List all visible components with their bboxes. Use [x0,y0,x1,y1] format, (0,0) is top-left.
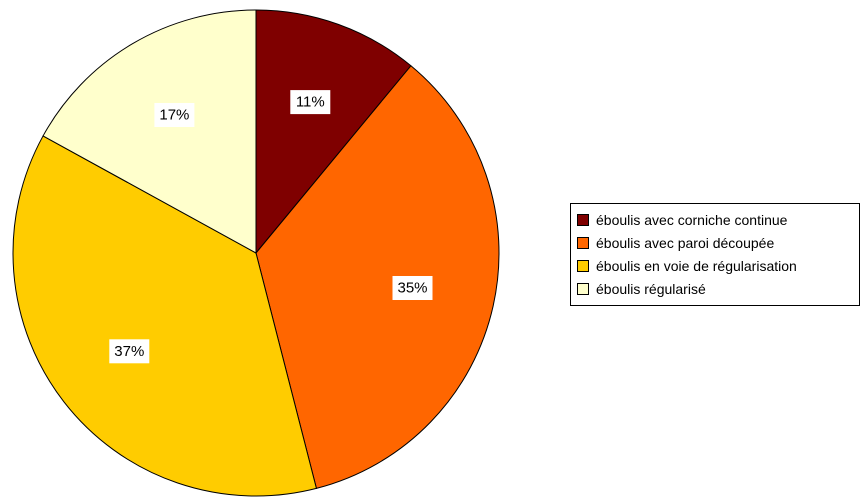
data-label-text: 17% [159,107,189,124]
pie-slice [42,9,257,254]
data-label: 11% [290,90,331,115]
legend-item: éboulis avec corniche continue [577,208,859,231]
data-label-text: 11% [296,94,325,111]
legend-swatch [577,213,589,226]
pie-slices [12,9,500,497]
data-label-background [109,339,150,364]
data-label: 17% [154,103,195,127]
legend-item: éboulis avec paroi découpée [577,231,859,254]
legend-item: éboulis régularisé [577,277,859,300]
data-label: 35% [392,276,433,300]
data-label-text: 35% [397,280,427,297]
legend-swatch [577,236,589,249]
legend-label: éboulis avec paroi découpée [596,234,775,251]
legend-label: éboulis en voie de régularisation [596,257,797,274]
legend: éboulis avec corniche continue éboulis a… [570,203,860,306]
pie-slice [12,135,318,497]
legend-swatch [577,282,589,295]
pie-slice [255,65,500,489]
data-label: 37% [109,339,150,364]
legend-label: éboulis régularisé [596,280,706,297]
data-label-background [154,103,195,127]
pie-data-labels: 11% 35% 37% 17% [109,90,433,364]
data-label-background [290,90,331,115]
data-label-text: 37% [114,343,144,360]
legend-swatch [577,259,589,272]
pie-slice [255,9,412,255]
data-label-background [392,276,433,300]
legend-label: éboulis avec corniche continue [596,211,788,228]
legend-item: éboulis en voie de régularisation [577,254,859,277]
